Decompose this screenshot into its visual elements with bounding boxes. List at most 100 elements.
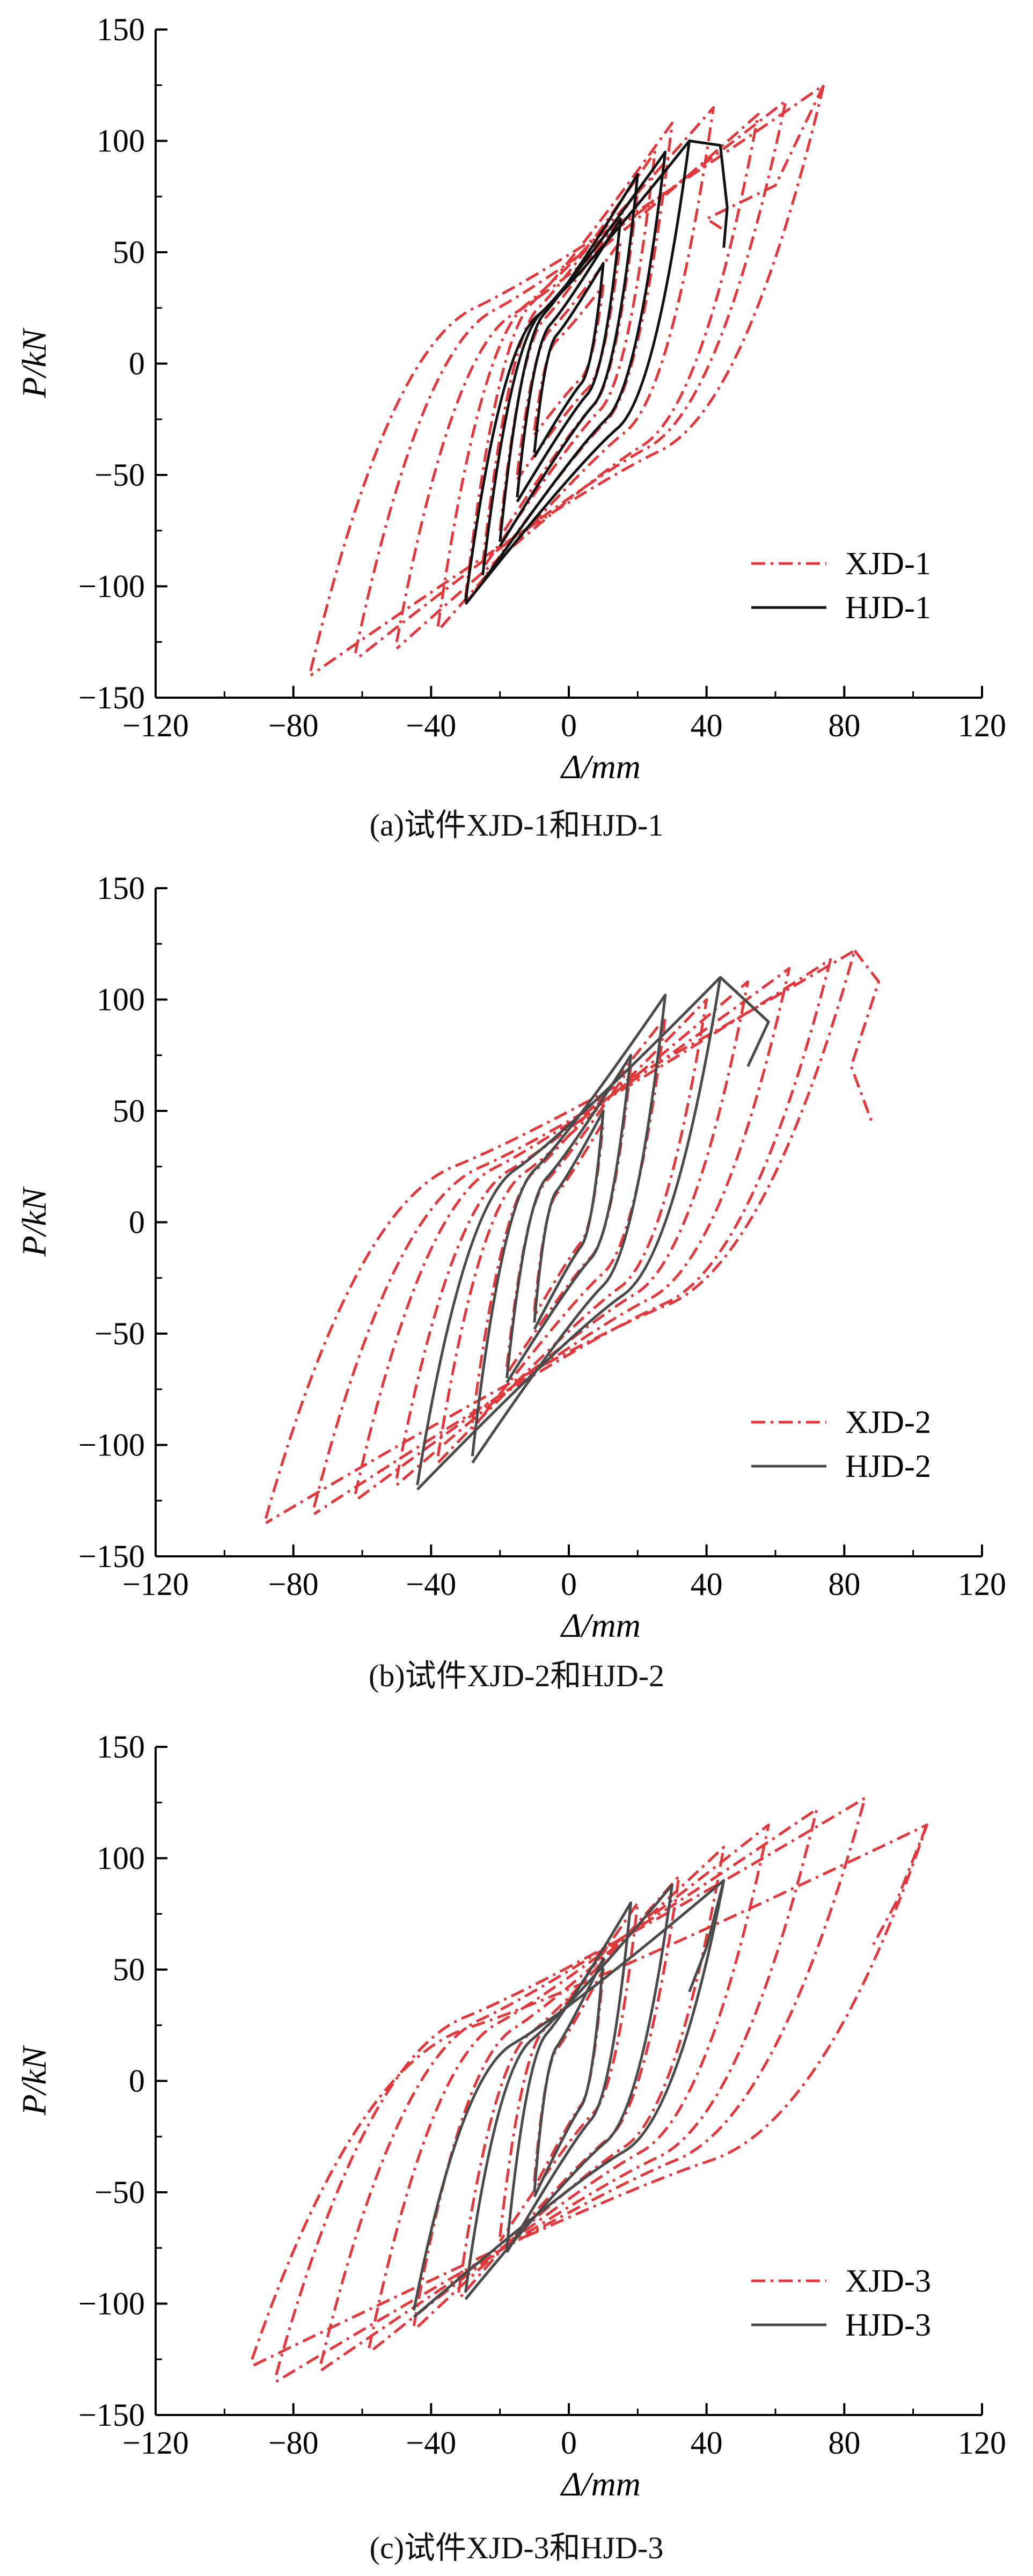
chart-panel-a: −150 −100 −50 0 50 100 150 −120 −80 −40 0 40 80 120 P/… — [0, 0, 1033, 859]
x-tick-label: −80 — [268, 2425, 319, 2461]
x-tick-label: −40 — [406, 708, 456, 743]
failure-branch — [705, 84, 825, 231]
hysteresis-loop — [471, 1016, 667, 1431]
x-tick-label: 80 — [828, 2425, 860, 2461]
hysteresis-loop — [516, 217, 622, 503]
y-tick-label: 50 — [113, 1093, 145, 1129]
hysteresis-loop — [319, 1807, 818, 2372]
x-tick-label: −80 — [268, 708, 319, 743]
x-axis-label: Δ/mm — [560, 2465, 641, 2503]
x-tick-label: 0 — [561, 708, 577, 743]
failure-branch — [870, 1824, 928, 1948]
x-axis-label: Δ/mm — [560, 1606, 641, 1644]
chart-panel-b: −150 −100 −50 0 50 100 150 −120 −80 −40 0 40 80 120 P/… — [0, 859, 1033, 1717]
hysteresis-loop — [533, 1957, 605, 2198]
hysteresis-loop — [533, 1109, 605, 1330]
chart-panel-c: −150 −100 −50 0 50 100 150 −120 −80 −40 0 40 80 120 P/… — [0, 1717, 1033, 2576]
y-axis-label: P/kN — [15, 1186, 53, 1257]
hysteresis-loop — [251, 1823, 928, 2367]
chart-a-caption: (a)试件XJD-1和HJD-1 — [369, 808, 664, 843]
hysteresis-loop — [312, 958, 832, 1516]
y-tick-label: 0 — [129, 2063, 145, 2099]
failure-branch — [689, 140, 729, 248]
y-tick-label: 150 — [97, 12, 145, 47]
hysteresis-loop — [354, 967, 791, 1502]
hysteresis-loop — [505, 1053, 632, 1384]
x-tick-label: 0 — [561, 1567, 577, 1602]
y-tick-label: 50 — [113, 235, 145, 270]
x-tick-label: 40 — [691, 2425, 723, 2461]
hysteresis-loop — [499, 1901, 639, 2242]
y-tick-label: −150 — [78, 1539, 145, 1574]
failure-branch — [688, 1880, 726, 1993]
y-tick-label: −100 — [78, 2286, 145, 2322]
hysteresis-loop — [464, 121, 673, 605]
y-tick-label: −150 — [78, 680, 145, 715]
x-axis-label: Δ/mm — [560, 748, 641, 786]
failure-branch — [719, 976, 770, 1067]
hysteresis-loop — [471, 993, 667, 1464]
y-tick-label: 100 — [97, 1841, 145, 1876]
x-tick-label: −40 — [406, 2425, 456, 2461]
legend-label: XJD-2 — [845, 1404, 931, 1440]
hysteresis-loop — [505, 1901, 632, 2253]
y-tick-label: 100 — [97, 982, 145, 1018]
hysteresis-loop — [264, 949, 856, 1524]
series-hjd-1 — [464, 140, 729, 605]
x-tick-label: 120 — [958, 708, 1006, 743]
x-tick-label: 0 — [561, 2425, 577, 2461]
series-hjd-3 — [412, 1879, 726, 2318]
x-tick-label: 80 — [828, 708, 860, 743]
legend-label: HJD-2 — [845, 1448, 931, 1484]
x-tick-label: −120 — [122, 1567, 189, 1602]
hysteresis-loop — [464, 1883, 673, 2300]
chart-c-caption: (c)试件XJD-3和HJD-3 — [369, 2530, 664, 2565]
legend-label: HJD-1 — [845, 590, 931, 625]
hysteresis-loop — [395, 980, 750, 1487]
chart-a-plot: −150 −100 −50 0 50 100 150 −120 −80 −40 0 40 80 120 P/… — [15, 12, 1006, 786]
y-tick-label: 50 — [113, 1952, 145, 1987]
series-xjd-2 — [264, 949, 880, 1524]
hysteresis-loop — [499, 173, 639, 547]
hysteresis-loop — [436, 998, 708, 1464]
x-tick-label: −40 — [406, 1567, 456, 1602]
y-tick-label: 100 — [97, 123, 145, 159]
hysteresis-loop — [412, 1879, 726, 2318]
y-tick-label: −50 — [94, 2175, 145, 2210]
series-hjd-2 — [416, 976, 770, 1491]
x-tick-label: −120 — [122, 2425, 189, 2461]
x-tick-label: 120 — [958, 2425, 1006, 2461]
y-tick-label: −150 — [78, 2397, 145, 2433]
chart-b-plot: −150 −100 −50 0 50 100 150 −120 −80 −40 0 40 80 120 P/… — [15, 870, 1006, 1644]
x-tick-label: 40 — [691, 708, 723, 743]
x-tick-label: −80 — [268, 1567, 319, 1602]
series-xjd-3 — [251, 1797, 928, 2383]
series-xjd-1 — [309, 84, 825, 677]
y-tick-label: 150 — [97, 1729, 145, 1765]
legend-label: XJD-1 — [845, 546, 931, 581]
hysteresis-loop — [464, 140, 691, 605]
y-tick-label: −50 — [94, 1316, 145, 1351]
hysteresis-loop — [457, 1875, 680, 2300]
hysteresis-loop — [275, 1797, 867, 2383]
y-tick-label: 0 — [129, 346, 145, 382]
hysteresis-loop — [481, 150, 667, 583]
legend-label: HJD-3 — [845, 2307, 931, 2343]
x-tick-label: 120 — [958, 1567, 1006, 1602]
hysteresis-loop — [395, 113, 760, 650]
hysteresis-loop — [354, 99, 787, 661]
x-tick-label: 80 — [828, 1567, 860, 1602]
x-tick-label: 40 — [691, 1567, 723, 1602]
y-tick-label: 150 — [97, 870, 145, 906]
hysteresis-loop — [481, 150, 656, 569]
hysteresis-loop — [368, 1823, 770, 2354]
chart-c-plot: −150 −100 −50 0 50 100 150 −120 −80 −40 0 40 80 120 P/… — [15, 1729, 1006, 2503]
y-tick-label: −100 — [78, 1428, 145, 1463]
y-tick-label: 0 — [129, 1205, 145, 1240]
y-axis-label: P/kN — [15, 327, 53, 398]
y-tick-label: −50 — [94, 457, 145, 493]
failure-branch — [849, 949, 880, 1123]
legend-label: XJD-3 — [845, 2263, 931, 2299]
hysteresis-loop — [533, 262, 605, 458]
y-tick-label: −100 — [78, 569, 145, 604]
